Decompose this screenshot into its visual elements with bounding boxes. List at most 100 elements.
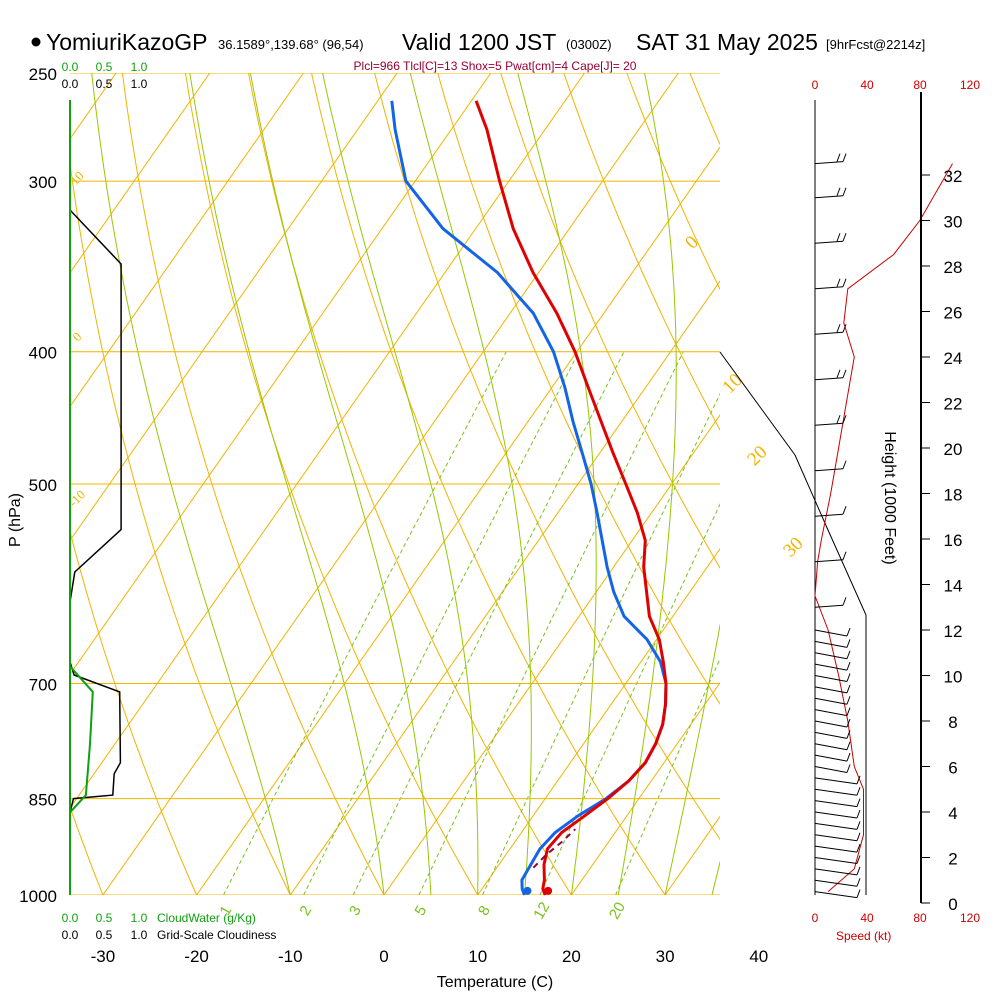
cloud-axes: 0.0 0.0 0.5 0.5 1.0 1.0 0.0 0.0 0.5 0.5 1.0 1.0 — [62, 60, 148, 942]
wind-barb-staff — [814, 868, 858, 876]
dry-adiabat-line — [563, 73, 720, 431]
pressure-axis-label: P (hPa) — [7, 493, 24, 547]
mixing-ratio-line — [223, 351, 507, 895]
moist-adiabat-line — [711, 860, 720, 895]
moist-adiabat-line — [409, 73, 532, 895]
wind-barb — [814, 627, 851, 637]
cloud-profiles — [69, 100, 122, 895]
cloudiness-tick-label-top: 1.0 — [131, 77, 148, 91]
wind-barb-staff — [814, 891, 858, 899]
wind-barb — [814, 843, 861, 853]
wind-speed-tick-label-bottom: 0 — [812, 911, 819, 925]
dry-adiabat-line — [500, 73, 720, 569]
wind-barb-staff — [814, 161, 844, 165]
valid-time: Valid 1200 JST — [402, 29, 556, 55]
wind-barb-flag — [842, 551, 847, 560]
wind-barb-flag — [846, 752, 851, 762]
pressure-tick-label: 850 — [29, 791, 57, 810]
forecast-info: [9hrFcst@2214z] — [826, 37, 925, 52]
wind-barb — [814, 696, 851, 705]
cloudwater-axis-label: CloudWater (g/Kg) — [157, 911, 256, 925]
height-tick-label: 16 — [944, 531, 963, 550]
wind-barb-staff — [814, 559, 844, 563]
wind-barb — [814, 551, 847, 563]
wind-barb-staff — [814, 240, 844, 244]
temperature-tick-label: 10 — [468, 947, 487, 966]
cloudwater-tick-label-top: 0.0 — [62, 60, 79, 74]
dry-adiabat-line — [121, 73, 385, 895]
isotherm-line — [759, 73, 1000, 895]
wind-barb-flag — [842, 233, 847, 242]
wind-barb-staff — [814, 331, 844, 335]
wind-barb-staff — [814, 822, 858, 830]
cloudwater-tick-label-bottom: 0.5 — [96, 911, 113, 925]
height-tick-label: 0 — [948, 895, 957, 914]
wind-barb-staff — [814, 604, 844, 608]
temperature-tick-label: -30 — [91, 947, 116, 966]
wind-barb-flag — [856, 866, 861, 876]
dry-adiabat-label: 0 — [681, 232, 703, 254]
dry-adiabat-line — [70, 529, 198, 895]
wind-barb-flag — [846, 639, 851, 648]
cloudiness-axis-label: Grid-Scale Cloudiness — [157, 928, 276, 942]
pressure-tick-label: 700 — [29, 676, 57, 695]
mixing-ratio-label: 20 — [606, 899, 629, 922]
mixing-ratio-label: 8 — [475, 903, 494, 919]
wind-barb — [814, 187, 847, 199]
cloudwater-tick-label-bottom: 1.0 — [131, 911, 148, 925]
wind-barb — [814, 673, 851, 682]
wind-barb-flag — [842, 324, 847, 333]
wind-barb-flag — [836, 415, 841, 424]
wind-barb-flag — [846, 673, 851, 682]
mixing-ratio-line — [418, 351, 684, 895]
wind-barb-flag — [846, 696, 851, 705]
wind-barb — [814, 153, 847, 165]
wind-barb — [814, 639, 851, 648]
wind-barb-flag — [842, 597, 847, 606]
wind-barb-flag — [856, 832, 861, 841]
wind-barb — [814, 741, 851, 751]
wind-barb — [814, 798, 861, 808]
surface-dewpoint-point — [523, 886, 532, 895]
wind-barb-flag — [846, 764, 851, 773]
wind-barb-staff — [814, 675, 848, 682]
wind-speed-tick-label-top: 0 — [812, 78, 819, 92]
wind-barb-flag — [856, 821, 861, 830]
wind-barb-staff — [814, 195, 844, 199]
wind-speed-tick-label-top: 40 — [860, 78, 874, 92]
mixing-ratio-label: 2 — [296, 903, 315, 919]
wind-barb-staff — [814, 377, 844, 381]
wind-barb — [814, 832, 861, 842]
wind-barb-staff — [814, 879, 858, 887]
dry-adiabat-label: 20 — [743, 442, 771, 470]
wind-barb-flag — [846, 741, 851, 750]
moist-adiabat-line — [189, 73, 385, 895]
wind-barb-flag — [836, 369, 841, 378]
wind-barb — [814, 855, 861, 864]
mixing-ratio-label: 12 — [530, 899, 553, 922]
wind-barb-flag — [846, 730, 851, 739]
chart-header: YomiuriKazoGP 36.1589°,139.68° (96,54) V… — [31, 29, 925, 73]
wind-barb-staff — [814, 857, 858, 864]
dry-adiabat-label: 30 — [779, 533, 807, 561]
wind-barb-flag — [836, 153, 841, 162]
station-name: YomiuriKazoGP — [46, 29, 208, 55]
mixing-ratio-label: 5 — [411, 903, 430, 919]
wind-barb — [814, 809, 861, 819]
pressure-tick-label: 500 — [29, 476, 57, 495]
wind-barb-flag — [842, 415, 847, 424]
wind-barb-staff — [814, 800, 858, 808]
forecast-date: SAT 31 May 2025 — [636, 29, 818, 55]
wind-barb-staff — [814, 286, 844, 290]
wind-barb — [814, 460, 847, 472]
cloudiness-tick-label-bottom: 0.0 — [62, 928, 79, 942]
temperature-tick-label: 40 — [749, 947, 768, 966]
wind-barb-staff — [814, 720, 848, 728]
wind-barb — [814, 764, 851, 773]
wind-barb — [814, 650, 851, 660]
pressure-tick-label: 300 — [29, 173, 57, 192]
height-tick-label: 6 — [948, 759, 957, 778]
moist-adiabat-line — [322, 73, 479, 895]
wind-barb-flag — [856, 775, 861, 785]
